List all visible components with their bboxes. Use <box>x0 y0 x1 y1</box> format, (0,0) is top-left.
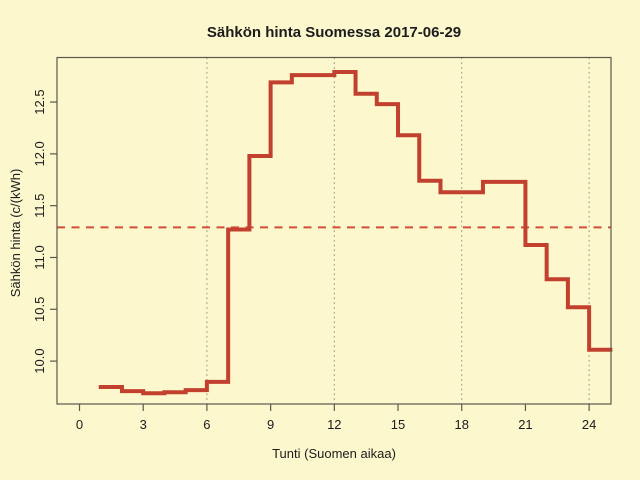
x-tick-label: 0 <box>76 417 83 432</box>
x-tick-label: 21 <box>518 417 532 432</box>
x-axis-label: Tunti (Suomen aikaa) <box>272 446 396 461</box>
x-tick-label: 3 <box>140 417 147 432</box>
y-tick-label: 11.5 <box>32 194 47 218</box>
x-tick-label: 15 <box>391 417 405 432</box>
x-tick-label: 6 <box>203 417 210 432</box>
y-axis-label: Sähkön hinta (c/(kWh) <box>8 169 23 298</box>
x-tick-label: 18 <box>454 417 468 432</box>
y-tick-label: 10.5 <box>32 297 47 322</box>
y-tick-label: 12.0 <box>32 141 47 166</box>
plot-content: 0 3 6 9 12 15 18 21 24 10.0 10.5 11.0 11.5 12.0 12.5 <box>32 56 613 432</box>
y-tick-label: 11.0 <box>32 245 47 269</box>
chart-title: Sähkön hinta Suomessa 2017-06-29 <box>207 24 461 41</box>
x-tick-label: 24 <box>582 417 596 432</box>
x-tick-label: 12 <box>327 417 341 432</box>
price-step-line <box>98 70 613 396</box>
x-tick-label: 9 <box>267 417 274 432</box>
y-tick-label: 12.5 <box>32 89 47 114</box>
y-tick-label: 10.0 <box>32 348 47 373</box>
